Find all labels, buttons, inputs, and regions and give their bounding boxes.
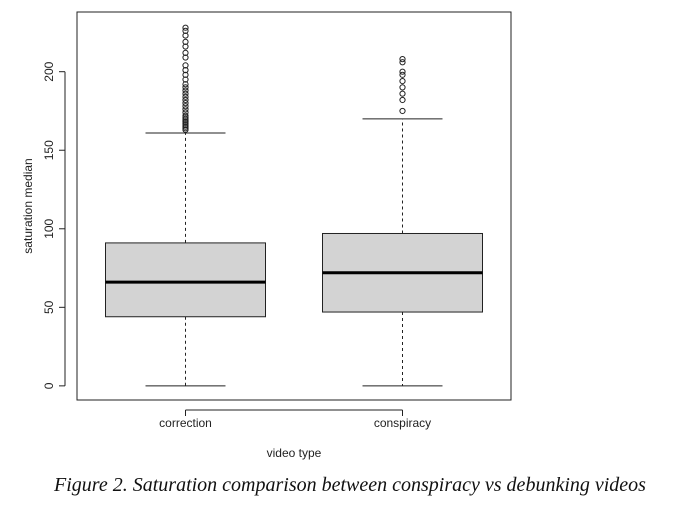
outlier-point bbox=[182, 103, 189, 110]
outlier-point bbox=[399, 56, 406, 63]
outlier-point bbox=[399, 59, 406, 66]
iqr-box bbox=[105, 242, 266, 318]
outlier-point bbox=[399, 78, 406, 85]
outlier-point bbox=[399, 96, 406, 104]
outlier-point bbox=[182, 27, 189, 34]
outlier-point bbox=[182, 49, 189, 56]
outlier-point bbox=[182, 100, 189, 107]
outlier-point bbox=[399, 90, 406, 97]
outlier-point bbox=[182, 90, 189, 97]
y-tick-label: 0 bbox=[42, 382, 56, 389]
box-correction bbox=[105, 24, 266, 387]
outlier-point bbox=[182, 112, 189, 119]
y-axis-label: saturation median bbox=[21, 158, 35, 253]
y-tick-label: 100 bbox=[42, 218, 56, 238]
figure-caption: Figure 2. Saturation comparison between … bbox=[54, 474, 646, 496]
outlier-point bbox=[182, 84, 189, 91]
outlier-point bbox=[182, 106, 189, 113]
outlier-point bbox=[182, 96, 189, 104]
y-tick-label: 150 bbox=[42, 140, 56, 160]
x-axis-label: video type bbox=[267, 446, 322, 460]
outlier-point bbox=[399, 68, 406, 75]
boxes bbox=[105, 24, 483, 387]
y-tick-label: 200 bbox=[42, 61, 56, 81]
y-tick-label: 50 bbox=[42, 300, 56, 314]
x-axis: correction conspiracy bbox=[159, 409, 431, 430]
y-axis: 0 50 100 150 200 bbox=[42, 61, 66, 389]
x-tick-label-correction: correction bbox=[159, 416, 212, 430]
outlier-point bbox=[182, 87, 189, 94]
outlier-point bbox=[182, 62, 189, 69]
outlier-point bbox=[399, 71, 406, 78]
outlier-point bbox=[182, 38, 189, 45]
outlier-point bbox=[182, 109, 189, 116]
plot-frame bbox=[76, 11, 512, 401]
outlier-point bbox=[399, 107, 406, 115]
outlier-point bbox=[182, 24, 189, 31]
boxplot-chart: 0 50 100 150 200 correction conspiracy video … bbox=[21, 11, 512, 460]
outlier-point bbox=[399, 84, 406, 91]
box-conspiracy bbox=[322, 56, 483, 387]
x-tick-label-conspiracy: conspiracy bbox=[374, 416, 431, 430]
outlier-point bbox=[182, 93, 189, 100]
